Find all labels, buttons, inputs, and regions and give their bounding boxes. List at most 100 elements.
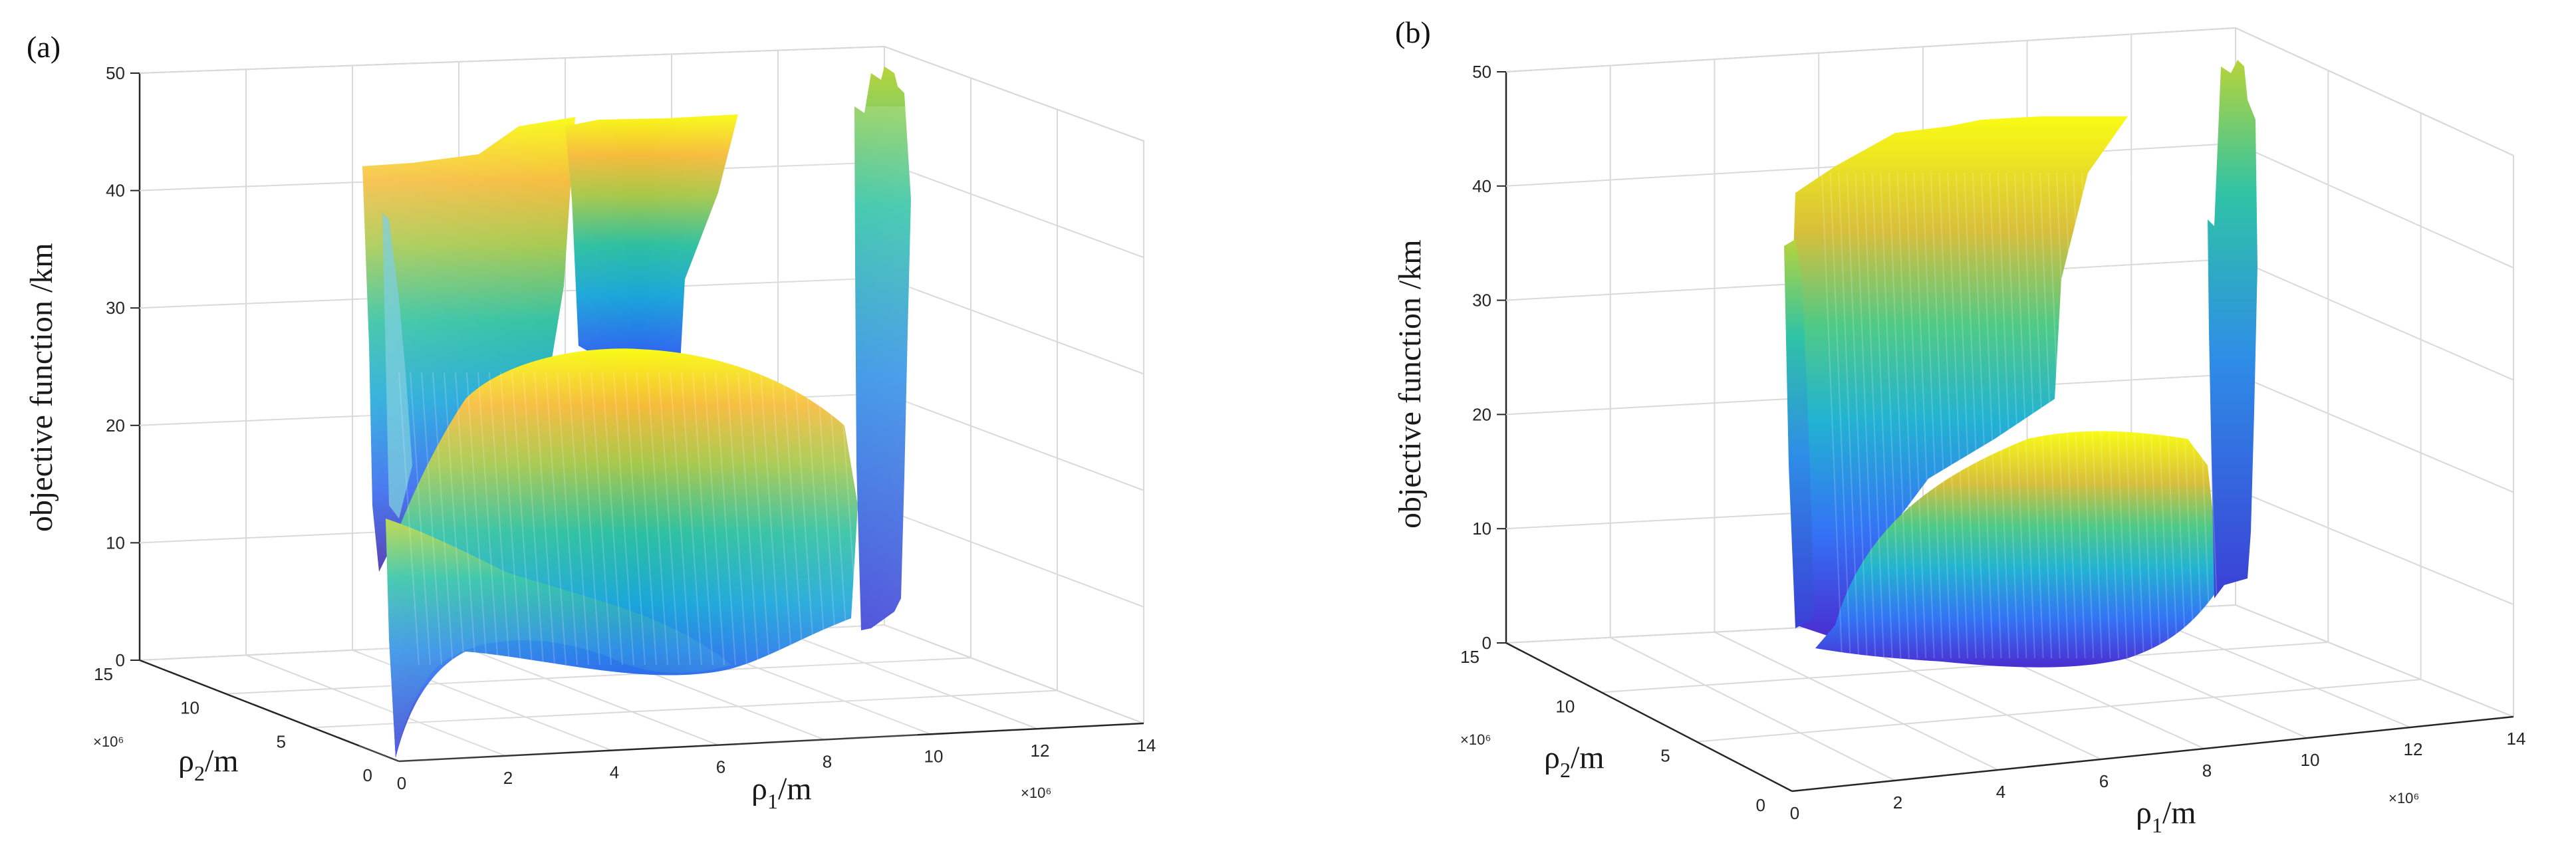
mesh-line — [2056, 172, 2078, 659]
mesh-line — [1997, 172, 2019, 659]
x-tick-label: 12 — [2404, 739, 2423, 759]
x-tick-label: 2 — [1893, 793, 1902, 812]
mesh-line — [2098, 172, 2120, 659]
mesh-line — [477, 372, 499, 666]
y-tick-label: 5 — [1660, 746, 1670, 766]
mesh-line — [658, 372, 680, 666]
x-label-sub-b: 1 — [2152, 813, 2162, 837]
mesh-line — [590, 372, 612, 666]
x-tick-label: 4 — [1996, 782, 2005, 802]
mesh-line — [410, 372, 431, 666]
floor-y-gridline — [1601, 642, 2329, 693]
x-label-sub-a: 1 — [767, 789, 778, 813]
z-tick-label: 50 — [1472, 62, 1491, 82]
mesh-line — [1863, 172, 1885, 659]
surface-a — [359, 66, 918, 765]
z-tick-label: 0 — [116, 650, 125, 670]
mesh-line — [1938, 172, 1960, 659]
mesh-line — [1871, 172, 1893, 659]
mesh-line — [2005, 172, 2027, 659]
x-axis-line-b — [1791, 715, 2514, 793]
x-label-base-a: ρ — [751, 771, 767, 806]
mesh-line — [602, 372, 623, 666]
mesh-line — [1905, 172, 1927, 659]
mesh-line — [1964, 172, 1986, 659]
svg-text:ρ2/m: ρ2/m — [178, 743, 239, 785]
floor-x-gridline — [1714, 631, 1999, 771]
z-tick-label: 10 — [1472, 519, 1491, 539]
mesh-line — [715, 372, 736, 666]
mesh-line — [1896, 172, 1918, 659]
x-tick-label: 10 — [924, 746, 944, 766]
x-tick-labels-b: 0 2 4 6 8 10 12 14 — [1790, 729, 2526, 823]
mesh-line — [545, 372, 567, 666]
y-tick-label: 15 — [1460, 647, 1480, 667]
x-tick-label: 8 — [823, 751, 832, 771]
mesh-line — [2047, 172, 2069, 659]
z-tick-label: 40 — [106, 181, 125, 201]
z-tick-label: 0 — [1482, 633, 1491, 653]
x-tick-label: 0 — [397, 773, 406, 793]
surface-b — [1784, 60, 2257, 668]
y-tick-label: 15 — [94, 664, 113, 684]
svg-text:ρ1/m: ρ1/m — [751, 771, 812, 813]
mesh-line — [557, 372, 578, 666]
mesh-line — [1838, 172, 1860, 659]
x-label-unit-a: /m — [778, 771, 812, 806]
z-axis-label-a: objective function /km — [24, 243, 59, 532]
mesh-line — [828, 372, 849, 666]
y-label-sub-a: 2 — [194, 761, 205, 785]
y-axis-label-b: ρ2/m — [1544, 740, 1605, 782]
mesh-line — [1922, 172, 1944, 659]
y-label-base-b: ρ — [1544, 740, 1560, 775]
mesh-line — [2022, 172, 2044, 659]
x-tick-label: 6 — [2099, 771, 2109, 791]
mesh-line — [2131, 172, 2153, 659]
z-tick-label: 20 — [1472, 404, 1491, 424]
mesh-line — [805, 372, 827, 666]
svg-text:ρ1/m: ρ1/m — [2136, 795, 2196, 837]
x-tick-label: 12 — [1031, 741, 1050, 761]
x-tick-label: 8 — [2202, 761, 2212, 781]
mesh-line — [398, 372, 420, 666]
mesh-line — [839, 372, 860, 666]
mesh-line — [432, 372, 453, 666]
y-tick-label: 10 — [180, 698, 199, 718]
svg-text:ρ2/m: ρ2/m — [1544, 740, 1605, 782]
z-tick-label: 50 — [106, 63, 125, 83]
mesh-line — [1846, 172, 1868, 659]
x-label-unit-b: /m — [2162, 795, 2196, 830]
mesh-line — [692, 372, 713, 666]
x-tick-label: 6 — [716, 757, 725, 777]
panel-a: (a) — [24, 30, 1156, 813]
mesh-line — [613, 372, 634, 666]
mesh-line — [2173, 172, 2195, 659]
mesh-line — [1930, 172, 1952, 659]
mesh-line — [421, 372, 442, 666]
y-label-unit-a: /m — [205, 743, 239, 779]
mesh-line — [681, 372, 702, 666]
y-axis-label-a: ρ2/m — [178, 743, 239, 785]
surface-b-upper — [1789, 116, 2128, 638]
mesh-line — [579, 372, 600, 666]
mesh-line — [624, 372, 646, 666]
z-tick-labels-a: 0 10 20 30 40 50 — [106, 63, 140, 670]
y-label-sub-b: 2 — [1560, 758, 1571, 782]
mesh-line — [444, 372, 465, 666]
mesh-line — [489, 372, 510, 666]
mesh-line — [1947, 172, 1969, 659]
y-multiplier-b: ×10⁶ — [1460, 731, 1491, 748]
mesh-line — [2081, 172, 2103, 659]
mesh-line — [2115, 172, 2136, 659]
mesh-line — [2164, 172, 2186, 659]
mesh-line — [2106, 172, 2128, 659]
y-multiplier-a: ×10⁶ — [93, 733, 124, 750]
y-label-unit-b: /m — [1571, 740, 1605, 775]
mesh-line — [1980, 172, 2002, 659]
x-tick-label: 14 — [1137, 735, 1156, 755]
panel-label-a: (a) — [27, 30, 61, 64]
mesh-line — [647, 372, 668, 666]
mesh-line — [2014, 172, 2035, 659]
mesh-line — [749, 372, 770, 666]
